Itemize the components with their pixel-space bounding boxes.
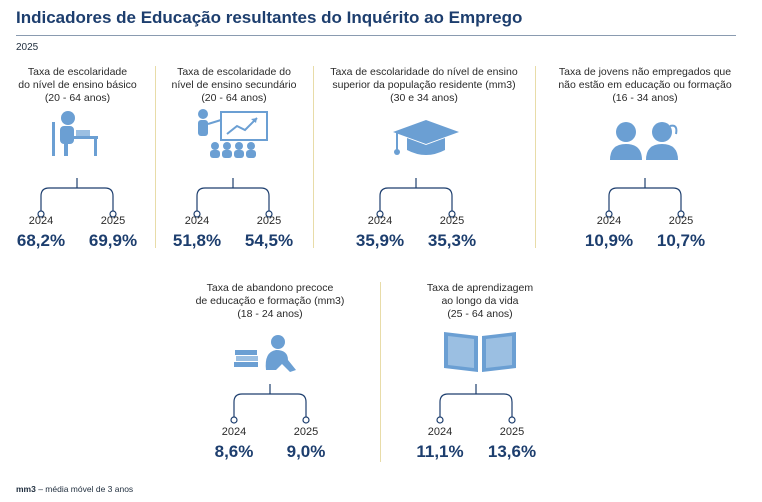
comparison-connector [436,384,516,424]
year-label: 2024 [184,215,210,227]
value-2024: 10,9% [584,231,634,250]
graduation-cap-icon [393,120,459,155]
indicator-panel-basic-education: Taxa de escolaridade do nível de ensino … [0,66,155,256]
indicator-label: Taxa de aprendizagem ao longo da vida (2… [426,282,534,320]
footnote: mm3 – média móvel de 3 anos [16,484,133,494]
comparison-connector [230,384,310,424]
indicator-panel-higher-education: Taxa de escolaridade do nível de ensino … [313,66,535,256]
year-label: 2025 [668,215,694,227]
value-2024: 11,1% [416,442,464,461]
year-label: 2024 [28,215,54,227]
year-label: 2025 [100,215,126,227]
indicator-panel-secondary-education: Taxa de escolaridade do nível de ensino … [155,66,313,256]
year-label: 2025 [499,426,525,438]
value-2025: 10,7% [656,231,706,250]
year-label: 2025 [256,215,282,227]
young-people-icon [610,122,678,160]
comparison-connector [376,178,456,218]
student-desk-icon [52,111,98,156]
footnote-text: – média móvel de 3 anos [35,484,134,494]
column-separator [155,66,156,248]
indicator-label: Taxa de escolaridade do nível de ensino … [330,66,518,104]
indicator-label: Taxa de jovens não empregados que não es… [558,66,732,104]
column-separator [313,66,314,248]
dropout-books-icon [234,335,296,372]
indicator-label: Taxa de escolaridade do nível de ensino … [171,66,297,104]
page-title: Indicadores de Educação resultantes do I… [16,8,523,27]
comparison-connector [193,178,273,218]
open-book-icon [444,332,516,372]
value-2025: 9,0% [286,442,326,461]
value-2024: 51,8% [172,231,222,250]
footnote-abbr: mm3 [16,484,36,494]
year-label: 2024 [596,215,622,227]
value-2025: 35,3% [427,231,477,250]
value-2025: 54,5% [244,231,294,250]
year-label: 2025 [293,426,319,438]
column-separator [380,282,381,462]
value-2024: 35,9% [355,231,405,250]
indicator-panel-lifelong-learning: Taxa de aprendizagem ao longo da vida (2… [380,282,580,472]
value-2025: 69,9% [88,231,138,250]
value-2024: 68,2% [16,231,66,250]
comparison-connector [605,178,685,218]
year-label: 2025 [439,215,465,227]
year-label: 2024 [427,426,453,438]
indicator-panel-neet: Taxa de jovens não empregados que não es… [535,66,755,256]
year-label: 2024 [221,426,247,438]
reference-year: 2025 [16,42,39,53]
indicator-panel-early-leaving: Taxa de abandono precoce de educação e f… [160,282,380,472]
indicator-label: Taxa de escolaridade do nível de ensino … [18,66,137,104]
indicator-label: Taxa de abandono precoce de educação e f… [195,282,345,320]
value-2024: 8,6% [214,442,254,461]
comparison-connector [37,178,117,218]
year-label: 2024 [367,215,393,227]
column-separator [535,66,536,248]
title-divider [16,35,736,36]
value-2025: 13,6% [487,442,537,461]
classroom-icon [198,109,268,158]
